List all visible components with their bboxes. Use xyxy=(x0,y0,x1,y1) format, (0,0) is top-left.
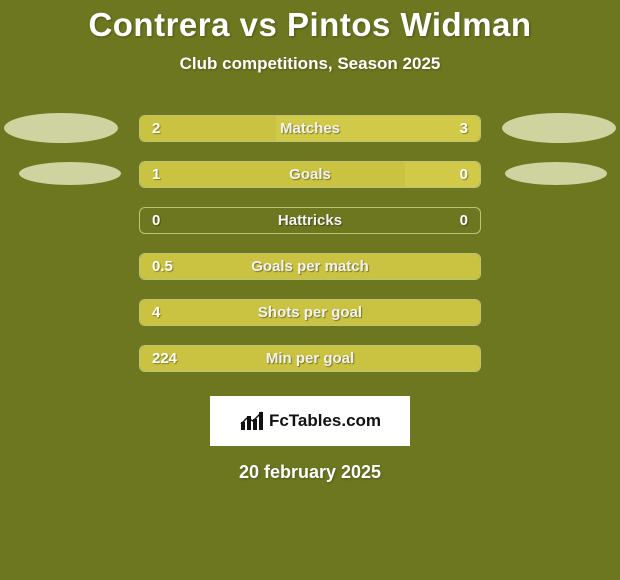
stat-value-left: 1 xyxy=(152,162,160,187)
branding-text: FcTables.com xyxy=(269,411,381,431)
branding-inner: FcTables.com xyxy=(239,408,381,434)
player-ellipse-left xyxy=(4,113,118,143)
fill-left xyxy=(140,300,480,325)
fill-left xyxy=(140,254,480,279)
stat-row: 0 0Hattricks xyxy=(0,204,620,250)
stat-value-right: 0 xyxy=(460,162,468,187)
stat-value-right: 3 xyxy=(460,116,468,141)
stat-value-left: 0.5 xyxy=(152,254,173,279)
stat-row: 4Shots per goal xyxy=(0,296,620,342)
stat-value-left: 224 xyxy=(152,346,177,371)
stat-rows: 23Matches10Goals00Hattricks0.5Goals per … xyxy=(0,112,620,388)
page-title: Contrera vs Pintos Widman xyxy=(0,0,620,44)
fill-left xyxy=(140,346,480,371)
stat-row: 224Min per goal xyxy=(0,342,620,388)
player-ellipse-right xyxy=(505,162,607,185)
stat-label: Hattricks xyxy=(140,208,480,233)
stat-track: 23Matches xyxy=(139,115,481,142)
stat-row: 10Goals xyxy=(0,158,620,204)
player-ellipse-right xyxy=(502,113,616,143)
stat-row: 23Matches xyxy=(0,112,620,158)
comparison-card: Contrera vs Pintos Widman Club competiti… xyxy=(0,0,620,580)
fill-left xyxy=(140,116,276,141)
fill-right xyxy=(276,116,480,141)
fill-right xyxy=(405,162,480,187)
stat-track: 0 0Hattricks xyxy=(139,207,481,234)
stat-value-left: 4 xyxy=(152,300,160,325)
bars-icon xyxy=(239,408,265,434)
stat-track: 4Shots per goal xyxy=(139,299,481,326)
player-ellipse-left xyxy=(19,162,121,185)
stat-row: 0.5Goals per match xyxy=(0,250,620,296)
footer-date: 20 february 2025 xyxy=(0,462,620,483)
stat-value-left: 2 xyxy=(152,116,160,141)
stat-track: 10Goals xyxy=(139,161,481,188)
stat-value-left: 0 xyxy=(152,208,160,233)
stat-value-right: 0 xyxy=(460,208,468,233)
stat-track: 0.5Goals per match xyxy=(139,253,481,280)
stat-track: 224Min per goal xyxy=(139,345,481,372)
branding-box: FcTables.com xyxy=(210,396,410,446)
fill-left xyxy=(140,162,405,187)
subtitle: Club competitions, Season 2025 xyxy=(0,54,620,74)
